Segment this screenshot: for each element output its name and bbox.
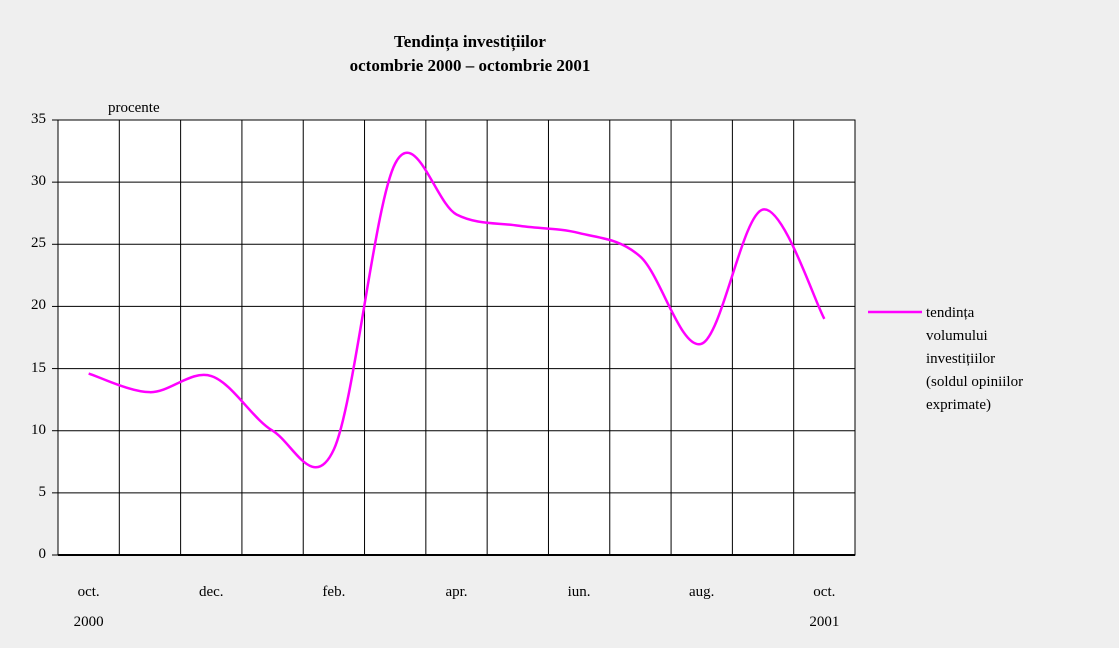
- y-tick-label: 35: [31, 111, 46, 127]
- x-tick-label: oct. 2000: [73, 584, 104, 630]
- data-line: [88, 151, 826, 469]
- y-axis-label: procente: [108, 100, 160, 116]
- y-tick-label: 0: [38, 546, 47, 562]
- x-tick-label: feb.: [322, 584, 346, 600]
- x-tick-label: dec.: [198, 584, 224, 600]
- x-tick-label: aug.: [689, 584, 715, 600]
- y-tick-label: 15: [31, 359, 46, 376]
- x-tick-label: apr.: [445, 584, 468, 600]
- plot-area: [58, 120, 855, 555]
- legend-label: tendința volumului investițiilor (soldul…: [926, 305, 1024, 413]
- chart-subtitle: octombrie 2000 – octombrie 2001: [349, 56, 591, 75]
- chart-title: Tendința investițiilor: [394, 32, 546, 51]
- y-tick-label: 20: [31, 297, 46, 314]
- y-tick-label: 10: [31, 421, 46, 438]
- y-tick-label: 30: [31, 173, 46, 190]
- x-tick-label: iun.: [567, 584, 591, 600]
- x-tick-label: oct. 2001: [809, 584, 840, 630]
- y-tick-label: 25: [31, 235, 46, 252]
- y-tick-label: 5: [38, 483, 47, 500]
